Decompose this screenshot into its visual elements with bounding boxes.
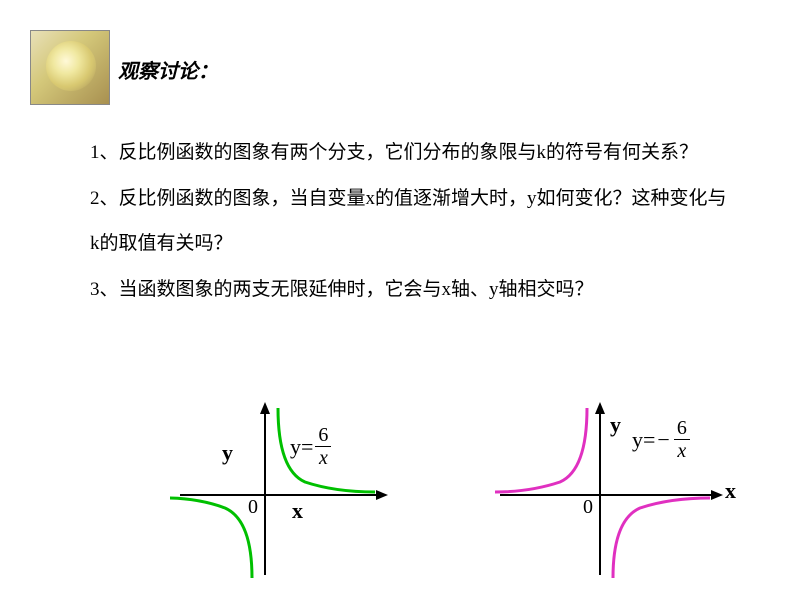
question-block: 1、反比例函数的图象有两个分支，它们分布的象限与k的符号有何关系？ 2、反比例函… [90,130,730,312]
equation: y= 6 x [290,425,331,468]
section-title: 观察讨论： [118,55,218,84]
eqn-lhs: y= [290,434,313,460]
question-1: 1、反比例函数的图象有两个分支，它们分布的象限与k的符号有何关系？ [90,130,730,176]
fraction: 6 x [315,425,331,468]
curve-q4 [613,498,710,578]
x-label: x [292,498,303,524]
denominator: x [677,440,686,461]
question-2: 2、反比例函数的图象，当自变量x的值逐渐增大时，y如何变化？这种变化与k的取值有… [90,176,730,267]
y-axis-arrow [260,402,270,414]
numerator: 6 [674,418,690,440]
x-axis-arrow [376,490,388,500]
chart-negative-k: y 0 x y= − 6 x [480,400,740,580]
y-label: y [222,440,233,466]
eqn-lhs: y= [632,427,655,453]
flower-icon [30,30,110,105]
curve-q3 [170,498,252,578]
equation: y= − 6 x [632,418,690,461]
origin-label: 0 [583,496,593,519]
charts-row: y 0 x y= 6 x y 0 x y= − 6 [0,400,794,590]
x-axis-arrow [711,490,723,500]
question-3: 3、当函数图象的两支无限延伸时，它会与x轴、y轴相交吗？ [90,267,730,313]
y-axis-arrow [595,402,605,414]
origin-label: 0 [248,496,258,519]
curve-q2 [495,408,587,492]
negative-sign: − [657,427,669,453]
fraction: 6 x [674,418,690,461]
chart-positive-k: y 0 x y= 6 x [170,400,430,580]
x-label: x [725,478,736,504]
y-label: y [610,412,621,438]
denominator: x [319,447,328,468]
numerator: 6 [315,425,331,447]
